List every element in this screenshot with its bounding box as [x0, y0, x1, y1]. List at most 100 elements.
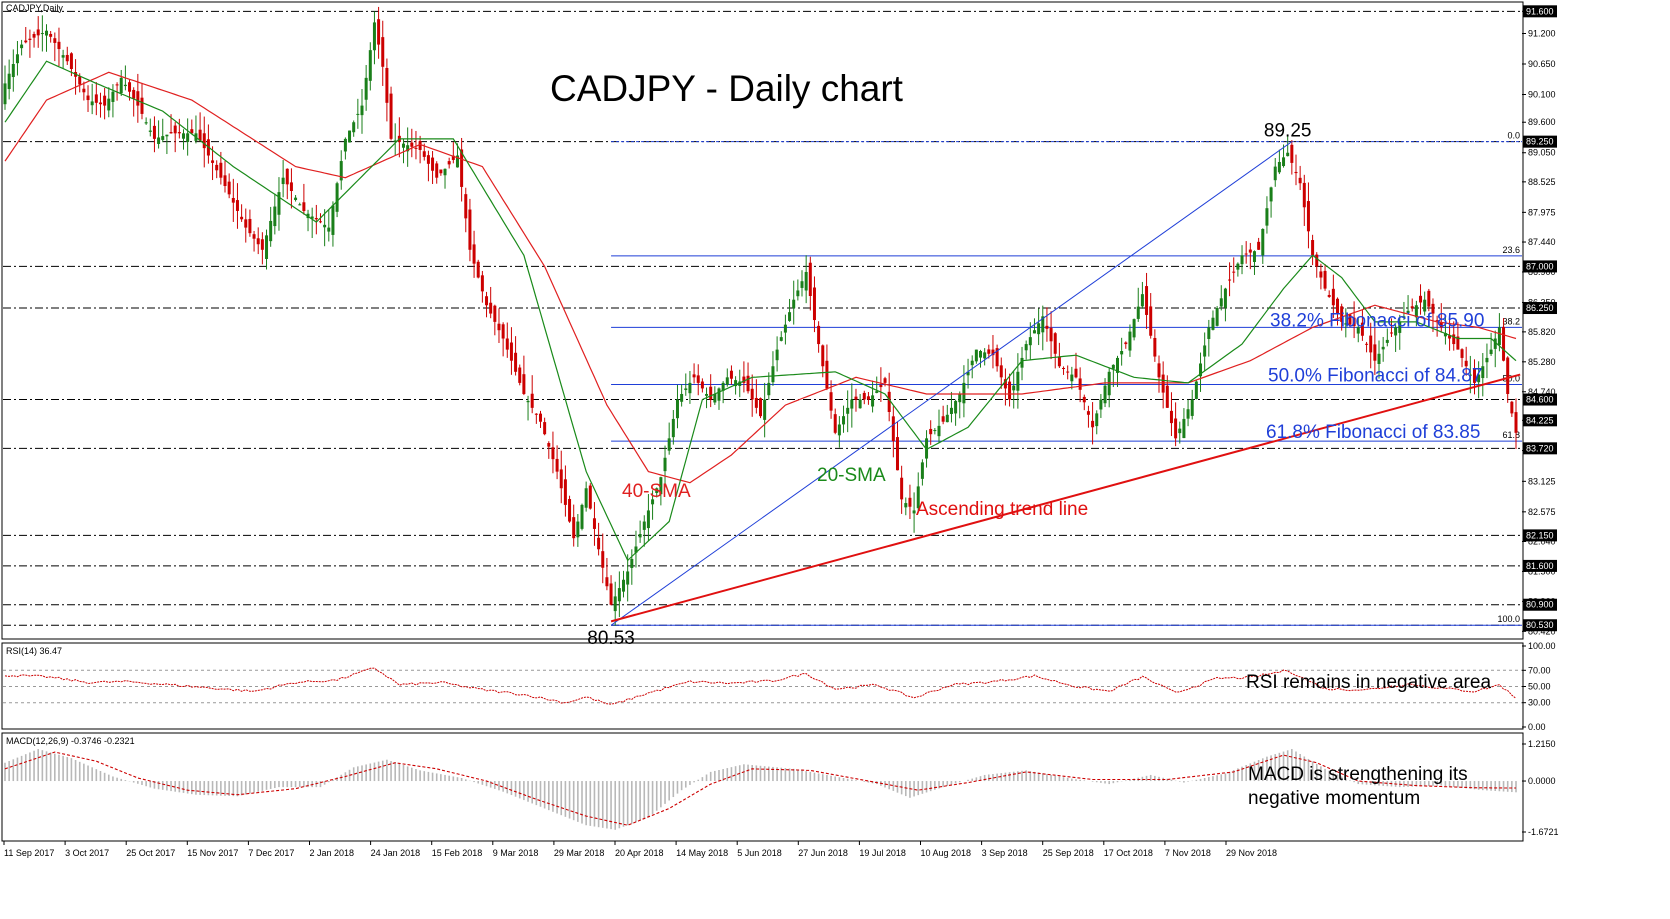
- candle-body: [94, 94, 98, 103]
- candle-body: [1448, 335, 1452, 339]
- price-level-badge: [1523, 135, 1557, 148]
- candle-body: [1423, 299, 1427, 312]
- macd-panel-frame: [1, 732, 1524, 842]
- candle-body: [385, 67, 389, 103]
- candle-body: [916, 486, 920, 509]
- candle-body: [169, 132, 173, 134]
- candle-body: [161, 136, 165, 140]
- candle-body: [895, 437, 899, 471]
- candle-body: [601, 551, 605, 568]
- candle-body: [588, 485, 592, 509]
- candle-body: [771, 366, 775, 383]
- candle-body: [435, 163, 439, 178]
- candle-body: [256, 238, 260, 245]
- candle-body: [157, 137, 161, 144]
- candle-body: [871, 395, 875, 407]
- candle-body: [132, 89, 136, 99]
- candle-body: [111, 91, 115, 102]
- candle-body: [505, 338, 509, 350]
- candle-body: [655, 488, 659, 493]
- candle-body: [920, 462, 924, 479]
- candle-body: [45, 30, 49, 36]
- date-axis-tick-label: 19 Jul 2018: [859, 848, 906, 858]
- candle-body: [576, 521, 580, 538]
- candle-body: [634, 546, 638, 553]
- candle-body: [763, 399, 767, 420]
- candle-body: [538, 413, 542, 422]
- candle-body: [406, 145, 410, 152]
- date-axis-tick-label: 17 Oct 2018: [1104, 848, 1153, 858]
- candle-body: [671, 418, 675, 438]
- candle-body: [128, 82, 132, 92]
- candle-body: [215, 164, 219, 171]
- candle-body: [1178, 428, 1182, 434]
- candle-body: [879, 384, 883, 388]
- candle-body: [356, 113, 360, 115]
- candle-body: [937, 425, 941, 437]
- candle-body: [522, 374, 526, 394]
- candle-body: [310, 216, 314, 219]
- price-axis-tick-label: 87.975: [1528, 207, 1556, 217]
- candle-body: [364, 77, 368, 100]
- candle-body: [78, 76, 82, 85]
- candle-body: [1140, 294, 1144, 307]
- candle-body: [1032, 330, 1036, 334]
- candle-body: [1385, 339, 1389, 343]
- candle-body: [177, 132, 181, 134]
- candle-body: [754, 397, 758, 408]
- candle-body: [659, 477, 663, 495]
- candle-body: [248, 218, 252, 234]
- candle-body: [775, 349, 779, 361]
- candle-body: [613, 596, 617, 612]
- candle-body: [584, 488, 588, 508]
- candle-body: [1468, 374, 1472, 376]
- price-level-badge-text: 84.600: [1526, 395, 1554, 405]
- price-level-badge-text: 84.225: [1526, 415, 1554, 425]
- candle-body: [501, 324, 505, 339]
- date-axis-tick-label: 9 Mar 2018: [493, 848, 539, 858]
- candle-body: [1389, 332, 1393, 334]
- price-axis-tick-label: 90.100: [1528, 90, 1556, 100]
- candle-body: [1273, 166, 1277, 181]
- candle-body: [1502, 326, 1506, 361]
- candle-body: [1306, 201, 1310, 232]
- axis-layer: 91.600 91.200 90.650 90.100 89.600 89.050 88.5…: [3, 5, 1559, 858]
- macd-axis-tick-label: 0.0000: [1528, 776, 1556, 786]
- candle-body: [568, 499, 572, 522]
- candle-body: [1477, 374, 1481, 383]
- candle-body: [597, 537, 601, 550]
- candle-body: [1257, 241, 1261, 250]
- candle-body: [854, 396, 858, 400]
- date-axis-tick-label: 15 Feb 2018: [432, 848, 483, 858]
- candle-body: [115, 84, 119, 86]
- candle-body: [65, 54, 69, 62]
- candle-body: [904, 503, 908, 508]
- fibonacci-swing-line: [610, 141, 1293, 626]
- candle-body: [983, 352, 987, 359]
- candle-body: [1223, 288, 1227, 308]
- candle-body: [954, 400, 958, 414]
- date-axis-tick-label: 29 Nov 2018: [1226, 848, 1277, 858]
- candle-body: [1419, 295, 1423, 303]
- fibonacci-ratio-label: 23.6: [1502, 245, 1520, 255]
- candle-body: [318, 221, 322, 223]
- candle-body: [759, 398, 762, 417]
- candle-body: [460, 149, 464, 187]
- candle-body: [422, 151, 426, 157]
- candle-body: [1232, 271, 1236, 273]
- candle-body: [887, 391, 891, 413]
- candle-body: [1489, 349, 1493, 355]
- price-layer: 0.0 23.6 38.2 50.0 61.8 100.0 89.25 80.53 38.2% …: [3, 6, 1522, 649]
- candle-body: [700, 381, 704, 389]
- candle-body: [1427, 290, 1431, 307]
- candle-body: [518, 367, 522, 383]
- macd-axis-tick-label: -1.6721: [1528, 827, 1559, 837]
- candle-body: [1294, 171, 1298, 174]
- date-axis-tick-label: 25 Oct 2017: [126, 848, 175, 858]
- candle-body: [1157, 363, 1161, 378]
- candle-body: [1219, 298, 1223, 307]
- candle-body: [480, 275, 484, 292]
- candle-body: [1211, 317, 1215, 330]
- candle-body: [717, 388, 721, 401]
- candle-body: [1103, 385, 1107, 404]
